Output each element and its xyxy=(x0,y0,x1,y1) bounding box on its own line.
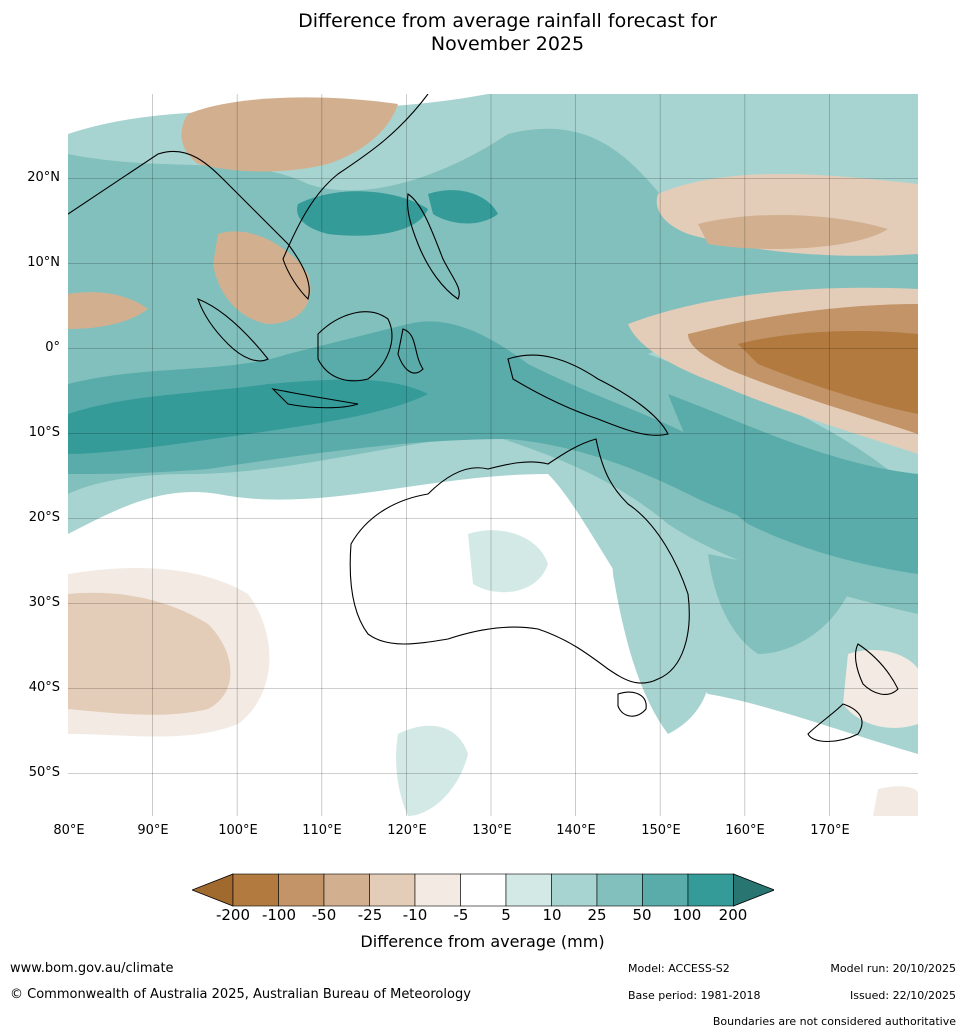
australia-coastline xyxy=(349,438,690,684)
footer-model: Model: ACCESS-S2 xyxy=(628,962,730,975)
asia-coastline xyxy=(68,94,429,301)
rainfall-map xyxy=(68,94,918,816)
lon-label-110e: 110°E xyxy=(302,823,342,838)
lat-label-10s: 10°S xyxy=(28,425,60,440)
philippines-coastline xyxy=(406,193,460,300)
south-pacific-wet-band xyxy=(668,394,918,574)
map-title: Difference from average rainfall forecas… xyxy=(0,10,965,56)
sulawesi-coastline xyxy=(397,328,424,374)
legend-swatch-10 xyxy=(642,873,689,907)
lon-label-90e: 90°E xyxy=(137,823,169,838)
legend-tick-7: 10 xyxy=(542,906,562,924)
north-wet-core-2 xyxy=(428,190,498,224)
australia-interior-wet xyxy=(468,530,548,593)
legend-tick-5: -5 xyxy=(453,906,469,924)
legend-tick-2: -50 xyxy=(311,906,337,924)
north-wet-core xyxy=(297,191,428,236)
footer-copyright: © Commonwealth of Australia 2025, Austra… xyxy=(10,987,471,1002)
legend-swatch-8 xyxy=(551,873,598,907)
tropical-wet-band-core xyxy=(68,379,428,454)
lat-label-20s: 20°S xyxy=(28,510,60,525)
footer-model-run: Model run: 20/10/2025 xyxy=(830,962,956,975)
map-title-line2: November 2025 xyxy=(430,33,585,55)
legend-swatch-6 xyxy=(460,873,507,907)
australia-east-wet xyxy=(608,494,712,734)
legend-swatch-2 xyxy=(278,873,325,907)
new-zealand-dry xyxy=(843,649,918,728)
lon-label-170e: 170°E xyxy=(810,823,850,838)
tropical-wet-band-strong xyxy=(68,321,918,564)
tasman-wet xyxy=(708,554,848,654)
tasmania-coastline xyxy=(617,691,647,717)
sumatra-west-dry xyxy=(68,292,148,329)
borneo-coastline xyxy=(317,311,393,382)
legend-title: Difference from average (mm) xyxy=(360,932,605,951)
legend-colorbar xyxy=(192,873,774,907)
southern-ocean-dry xyxy=(873,786,918,816)
legend-swatch-9 xyxy=(596,873,643,907)
lon-label-100e: 100°E xyxy=(218,823,258,838)
legend-swatch-11 xyxy=(687,873,734,907)
legend-arrow-high xyxy=(733,873,774,907)
legend-tick-9: 50 xyxy=(632,906,652,924)
legend-swatch-7 xyxy=(505,873,552,907)
lon-label-80e: 80°E xyxy=(53,823,85,838)
new-guinea-coastline xyxy=(507,354,669,436)
north-pacific-dry-mid xyxy=(698,214,888,249)
java-coastline xyxy=(271,388,359,409)
equatorial-pacific-dry-core xyxy=(738,331,918,414)
lon-label-120e: 120°E xyxy=(387,823,427,838)
footer-base-period: Base period: 1981-2018 xyxy=(628,989,761,1002)
new-zealand-coastline xyxy=(807,643,899,743)
legend-tick-4: -10 xyxy=(402,906,428,924)
lat-label-20n: 20°N xyxy=(27,170,60,185)
legend-tick-0: -200 xyxy=(215,906,251,924)
sumatra-coastline xyxy=(197,298,269,362)
footer-disclaimer: Boundaries are not considered authoritat… xyxy=(712,1015,956,1028)
southern-indian-dry-mid xyxy=(68,592,231,715)
legend-swatch-5 xyxy=(414,873,461,907)
indochina-dry xyxy=(213,231,311,324)
lat-label-40s: 40°S xyxy=(28,680,60,695)
lon-label-150e: 150°E xyxy=(641,823,681,838)
lat-label-10n: 10°N xyxy=(27,255,60,270)
lon-label-160e: 160°E xyxy=(725,823,765,838)
map-title-line1: Difference from average rainfall forecas… xyxy=(298,10,717,32)
legend-tick-11: 200 xyxy=(718,906,748,924)
footer-issued: Issued: 22/10/2025 xyxy=(849,989,956,1002)
legend-arrow-low xyxy=(192,873,234,907)
map-gridlines xyxy=(68,94,918,816)
lat-label-30s: 30°S xyxy=(28,595,60,610)
footer-website[interactable]: www.bom.gov.au/climate xyxy=(10,961,174,976)
lon-label-140e: 140°E xyxy=(556,823,596,838)
legend-swatch-4 xyxy=(369,873,416,907)
legend-tick-1: -100 xyxy=(261,906,297,924)
legend-tick-10: 100 xyxy=(672,906,702,924)
lat-label-50s: 50°S xyxy=(28,765,60,780)
rainfall-map-svg xyxy=(68,94,918,816)
asia-dry xyxy=(181,97,398,172)
lon-label-130e: 130°E xyxy=(472,823,512,838)
southern-ocean-wet xyxy=(396,725,468,816)
legend-tick-6: 5 xyxy=(501,906,511,924)
lat-label-0: 0° xyxy=(45,340,60,355)
legend-tick-3: -25 xyxy=(357,906,383,924)
legend-swatch-3 xyxy=(323,873,370,907)
legend-swatch-1 xyxy=(232,873,279,907)
legend-tick-8: 25 xyxy=(587,906,607,924)
